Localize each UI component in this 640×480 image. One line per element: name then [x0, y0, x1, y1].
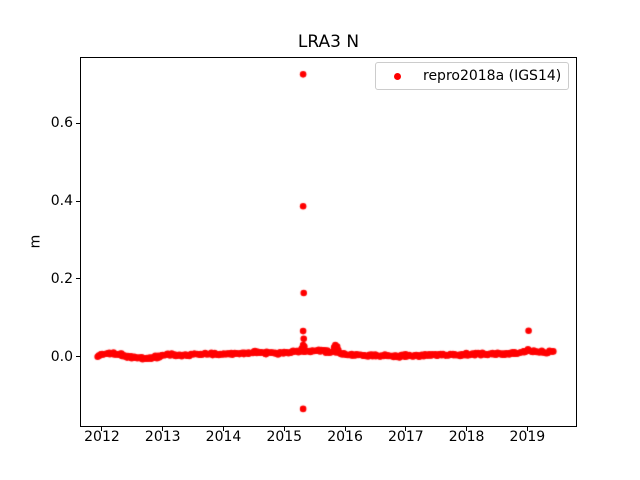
legend: repro2018a (IGS14) [375, 62, 569, 90]
y-tick-label: 0.4 [50, 193, 73, 210]
y-tick-label: 0.2 [50, 270, 73, 287]
y-tick-mark [76, 278, 80, 280]
x-tick-mark [223, 427, 224, 431]
x-tick-mark [344, 427, 346, 431]
x-tick-label: 2014 [205, 429, 242, 445]
y-tick-mark [76, 356, 80, 358]
y-tick-label: 0.6 [50, 115, 73, 132]
x-tick-label: 2012 [84, 429, 120, 445]
x-tick-label: 2018 [448, 429, 485, 445]
scatter-canvas [81, 58, 576, 426]
y-tick-mark [76, 122, 80, 124]
x-tick-label: 2019 [509, 429, 546, 445]
x-tick-mark [283, 427, 285, 431]
legend-label: repro2018a (IGS14) [423, 68, 562, 84]
x-tick-label: 2016 [327, 429, 363, 445]
y-tick-mark [76, 200, 80, 202]
y-tick-label: 0.0 [50, 348, 73, 365]
x-tick-mark [405, 427, 407, 431]
plot-area [80, 57, 577, 427]
x-tick-mark [526, 427, 528, 431]
y-axis-label: m [27, 234, 44, 249]
x-tick-label: 2013 [144, 429, 181, 445]
x-tick-mark [162, 427, 164, 431]
x-tick-label: 2017 [388, 429, 424, 445]
x-tick-label: 2015 [266, 429, 303, 445]
x-tick-mark [466, 427, 468, 431]
x-tick-mark [101, 427, 103, 431]
legend-marker-dot-icon [394, 72, 401, 80]
chart-title: LRA3 N [297, 32, 360, 52]
